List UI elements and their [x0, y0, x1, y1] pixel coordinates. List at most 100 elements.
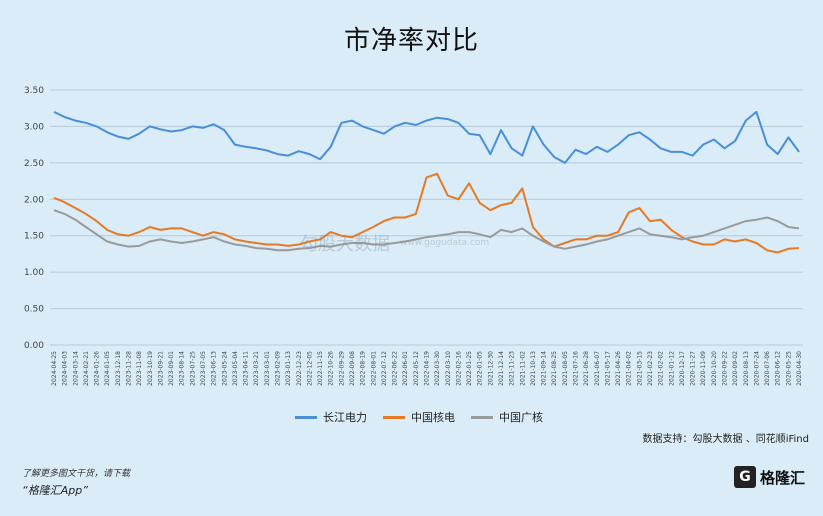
- x-tick-label: 2022-05-12: [413, 351, 420, 386]
- x-tick-label: 2021-06-28: [583, 351, 590, 386]
- x-tick-label: 2020-09-22: [722, 351, 729, 386]
- legend-item-1: 中国核电: [383, 409, 455, 425]
- x-tick-label: 2021-02-23: [647, 351, 654, 386]
- x-tick-label: 2023-10-19: [147, 351, 154, 386]
- x-tick-label: 2022-12-05: [306, 351, 313, 386]
- x-tick-label: 2022-01-25: [466, 351, 473, 386]
- x-tick-label: 2023-06-13: [211, 351, 218, 386]
- x-tick-label: 2023-08-14: [179, 351, 186, 386]
- x-tick-label: 2022-03-10: [445, 351, 452, 386]
- legend-item-0: 长江电力: [295, 409, 367, 425]
- x-tick-label: 2021-01-12: [668, 351, 675, 386]
- x-tick-label: 2020-07-06: [764, 351, 771, 386]
- x-tick-label: 2021-07-16: [573, 351, 580, 386]
- x-tick-label: 2021-05-17: [604, 351, 611, 386]
- x-tick-label: 2020-12-17: [679, 351, 686, 386]
- x-tick-label: 2022-10-26: [328, 351, 335, 386]
- x-tick-label: 2021-04-26: [615, 351, 622, 386]
- x-tick-label: 2021-08-25: [551, 351, 558, 386]
- x-tick-label: 2020-11-09: [700, 351, 707, 386]
- x-tick-label: 2020-09-02: [732, 351, 739, 386]
- x-tick-label: 2021-10-13: [530, 351, 537, 386]
- x-tick-label: 2020-05-25: [785, 351, 792, 386]
- chart-title: 市净率对比: [343, 26, 479, 56]
- x-tick-label: 2022-04-19: [424, 351, 431, 386]
- x-tick-label: 2021-03-15: [636, 351, 643, 386]
- y-tick-label: 1.00: [24, 268, 44, 278]
- series-line-2: [53, 209, 800, 252]
- x-tick-label: 2022-11-15: [317, 351, 324, 386]
- x-tick-label: 2023-07-25: [189, 351, 196, 386]
- x-tick-label: 2021-08-05: [562, 351, 569, 386]
- x-tick-label: 2024-01-26: [94, 351, 101, 386]
- footer-app: “格隆汇App”: [22, 484, 88, 497]
- brand-mark-icon: G: [733, 466, 756, 488]
- legend-swatch: [383, 415, 405, 419]
- x-tick-label: 2021-11-02: [519, 351, 526, 386]
- y-tick-label: 2.50: [24, 159, 44, 169]
- y-tick-label: 3.50: [24, 86, 44, 96]
- brand-name: 格隆汇: [759, 468, 805, 487]
- x-tick-label: 2022-06-01: [402, 351, 409, 386]
- x-tick-label: 2021-06-07: [594, 351, 601, 386]
- x-tick-label: 2023-03-01: [264, 351, 271, 386]
- x-tick-label: 2022-08-01: [370, 351, 377, 386]
- footer-note: 了解更多图文干货，请下载: [22, 469, 131, 479]
- x-tick-label: 2023-05-24: [221, 351, 228, 386]
- x-tick-label: 2024-03-14: [72, 351, 79, 386]
- legend-swatch: [295, 415, 317, 419]
- legend-label: 长江电力: [323, 411, 367, 424]
- legend-label: 中国广核: [499, 411, 543, 424]
- plot-area: [50, 86, 803, 345]
- x-tick-label: 2021-02-02: [658, 351, 665, 386]
- x-tick-label: 2022-03-30: [434, 351, 441, 386]
- watermark-url: www.gogudata.com: [400, 238, 490, 248]
- x-tick-label: 2022-12-23: [296, 351, 303, 386]
- x-tick-label: 2020-10-20: [711, 351, 718, 386]
- x-tick-label: 2023-01-13: [285, 351, 292, 386]
- x-tick-label: 2024-02-21: [83, 351, 90, 386]
- x-tick-label: 2020-06-12: [775, 351, 782, 386]
- x-tick-label: 2023-12-18: [115, 351, 122, 386]
- legend-label: 中国核电: [411, 411, 455, 424]
- legend-swatch: [471, 415, 493, 419]
- x-tick-label: 2023-02-09: [275, 351, 282, 386]
- x-tick-label: 2024-04-25: [51, 351, 58, 386]
- x-tick-label: 2020-11-27: [690, 351, 697, 386]
- x-tick-label: 2022-08-19: [360, 351, 367, 386]
- data-source: 数据支持：勾股大数据 、同花顺iFind: [642, 434, 809, 445]
- chart-legend: 长江电力 中国核电 中国广核: [295, 408, 543, 426]
- x-tick-label: 2023-04-11: [243, 351, 250, 386]
- legend-item-2: 中国广核: [471, 409, 543, 425]
- x-tick-label: 2023-09-01: [168, 351, 175, 386]
- x-tick-label: 2022-09-29: [338, 351, 345, 386]
- brand-logo: G 格隆汇: [733, 466, 805, 488]
- y-tick-label: 0.00: [24, 341, 44, 351]
- x-tick-label: 2023-11-28: [126, 351, 133, 386]
- watermark-text: 勾股大数据: [300, 234, 390, 255]
- x-tick-label: 2021-11-23: [509, 351, 516, 386]
- x-tick-label: 2024-01-05: [104, 351, 111, 386]
- x-tick-label: 2023-09-21: [157, 351, 164, 386]
- x-tick-label: 2022-01-05: [477, 351, 484, 386]
- x-tick-label: 2024-04-03: [62, 351, 69, 386]
- x-tick-label: 2020-04-30: [796, 351, 803, 386]
- x-tick-label: 2022-09-08: [349, 351, 356, 386]
- x-tick-label: 2023-05-04: [232, 351, 239, 386]
- x-tick-label: 2020-08-13: [743, 351, 750, 386]
- y-tick-label: 1.50: [24, 232, 44, 242]
- x-tick-label: 2023-03-21: [253, 351, 260, 386]
- x-tick-label: 2021-12-30: [487, 351, 494, 386]
- x-tick-label: 2022-02-16: [455, 351, 462, 386]
- x-tick-label: 2021-12-14: [498, 351, 505, 386]
- y-tick-label: 0.50: [24, 305, 44, 315]
- x-tick-label: 2021-09-14: [541, 351, 548, 386]
- y-tick-label: 3.00: [24, 122, 44, 132]
- x-tick-label: 2022-06-22: [392, 351, 399, 386]
- series-line-1: [53, 172, 800, 254]
- series-line-0: [53, 110, 800, 164]
- x-tick-label: 2022-07-12: [381, 351, 388, 386]
- y-tick-label: 2.00: [24, 195, 44, 205]
- x-tick-label: 2020-07-24: [753, 351, 760, 386]
